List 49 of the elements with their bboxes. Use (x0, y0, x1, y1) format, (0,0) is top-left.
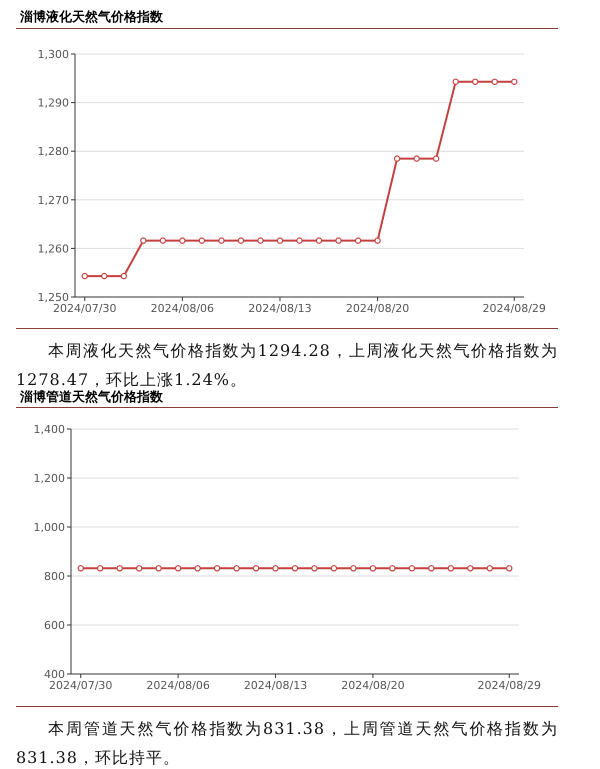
point (218, 237, 225, 244)
x-tick-label: 2024/08/06 (150, 302, 214, 315)
y-tick-label: 1,260 (38, 242, 69, 256)
point (492, 78, 498, 85)
text: 本周液化天然气价格指数为1294.28，上周液化天然气价格指数为1278.47，环比上涨1.24%。 (16, 341, 558, 389)
point (316, 237, 322, 244)
x-tick-label: 2024/08/20 (346, 302, 410, 315)
point (394, 155, 400, 162)
point (160, 237, 166, 244)
x-tick-label: 2024/08/20 (341, 679, 405, 692)
y-tick-label: 1,300 (38, 48, 69, 61)
chart-title: 淄博液化天然气价格指数 (20, 8, 163, 26)
x-tick-label: 2024/07/30 (49, 679, 112, 692)
y-tick-label: 1,200 (34, 472, 65, 485)
point (335, 237, 342, 244)
point (198, 237, 206, 244)
point (120, 272, 128, 280)
point (179, 237, 186, 244)
y-tick-label: 1,280 (38, 145, 69, 158)
y-tick-label: 1,270 (38, 194, 69, 207)
point (82, 272, 88, 280)
y-tick-label: 1,000 (34, 521, 65, 534)
point (296, 237, 303, 244)
x-tick-label: 2024/08/13 (248, 302, 312, 315)
chart-title: 淄博管道天然气价格指数 (20, 389, 163, 406)
point (238, 237, 244, 244)
point (374, 237, 381, 244)
point (101, 272, 108, 280)
x-tick-label: 2024/07/30 (53, 302, 116, 315)
point (413, 155, 420, 162)
y-tick-label: 1,290 (38, 96, 69, 110)
x-tick-label: 2024/08/29 (482, 302, 546, 315)
point (276, 237, 284, 244)
point (472, 78, 478, 85)
y-tick-label: 1,250 (38, 291, 69, 304)
point (140, 237, 147, 244)
point (511, 78, 518, 85)
y-tick-label: 800 (44, 570, 65, 583)
text: 本周管道天然气价格指数为831.38，上周管道天然气价格指数为831.38，环比持平。 (16, 718, 558, 769)
y-tick-label: 400 (44, 668, 65, 681)
y-tick-label: 600 (44, 619, 65, 632)
y-tick-label: 1,400 (34, 423, 65, 436)
x-tick-label: 2024/08/13 (244, 679, 308, 692)
point (432, 155, 440, 162)
point (354, 237, 362, 244)
point (452, 78, 459, 85)
x-tick-label: 2024/08/06 (146, 679, 210, 692)
point (257, 237, 264, 244)
x-tick-label: 2024/08/29 (478, 679, 541, 692)
